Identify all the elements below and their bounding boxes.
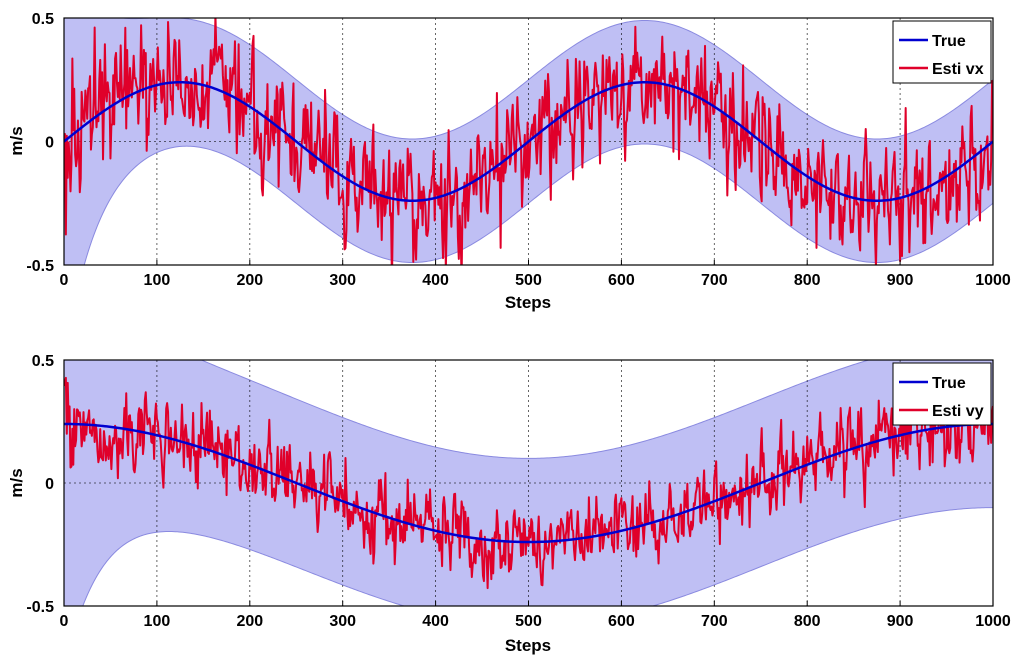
- y-tick-label: -0.5: [26, 258, 54, 275]
- legend-label-estimate: Esti vy: [932, 403, 984, 420]
- x-tick-label: 200: [236, 272, 263, 289]
- x-axis-title: Steps: [505, 636, 551, 655]
- x-tick-labels: 0 100 200 300 400 500 600 700 800 900 1000: [60, 260, 1011, 289]
- x-axis-title: Steps: [505, 293, 551, 312]
- x-tick-label: 400: [422, 272, 449, 289]
- x-tick-label: 700: [701, 272, 728, 289]
- chart-vx: 0 100 200 300 400 500 600 700 800 900 1000 -0.5 0 0.…: [7, 11, 1011, 312]
- y-tick-label: 0: [45, 135, 54, 152]
- x-tick-label: 400: [422, 613, 449, 630]
- series-line-estimate: [64, 18, 993, 265]
- series-line-estimate: [64, 376, 993, 590]
- x-tick-label: 600: [608, 613, 635, 630]
- x-tick-label: 600: [608, 272, 635, 289]
- chart-vy: 0 100 200 300 400 500 600 700 800 900 1000 -0.5 0 0.…: [7, 353, 1011, 655]
- x-tick-label: 300: [329, 272, 356, 289]
- y-axis-title: m/s: [7, 126, 26, 155]
- x-tick-label: 1000: [975, 613, 1011, 630]
- legend: True Esti vy: [892, 362, 992, 426]
- y-tick-labels: -0.5 0 0.5: [26, 11, 54, 275]
- legend-label-true: True: [932, 33, 966, 50]
- y-axis-title: m/s: [7, 468, 26, 497]
- series-group: [64, 18, 993, 265]
- x-tick-label: 0: [60, 272, 69, 289]
- legend-box: [892, 362, 992, 426]
- x-tick-label: 300: [329, 613, 356, 630]
- series-line-true: [64, 80, 993, 203]
- x-tick-label: 500: [515, 613, 542, 630]
- x-tick-label: 500: [515, 272, 542, 289]
- y-tick-label: 0.5: [32, 11, 54, 28]
- series-group: [64, 376, 993, 590]
- x-tick-label: 700: [701, 613, 728, 630]
- legend: True Esti vx: [892, 20, 992, 84]
- legend-label-estimate: Esti vx: [932, 61, 984, 78]
- x-tick-label: 900: [887, 613, 914, 630]
- y-tick-label: 0.5: [32, 353, 54, 370]
- x-tick-labels: 0 100 200 300 400 500 600 700 800 900 1000: [60, 601, 1011, 630]
- series-line-true: [64, 422, 993, 544]
- legend-box: [892, 20, 992, 84]
- legend-label-true: True: [932, 375, 966, 392]
- x-tick-label: 1000: [975, 272, 1011, 289]
- x-tick-label: 800: [794, 613, 821, 630]
- x-tick-label: 900: [887, 272, 914, 289]
- y-tick-label: 0: [45, 476, 54, 493]
- uncertainty-band-group: [64, 360, 993, 606]
- x-tick-label: 0: [60, 613, 69, 630]
- y-tick-labels: -0.5 0 0.5: [26, 353, 54, 616]
- x-tick-label: 100: [144, 613, 171, 630]
- x-tick-label: 200: [236, 613, 263, 630]
- x-tick-label: 100: [144, 272, 171, 289]
- x-tick-label: 800: [794, 272, 821, 289]
- y-tick-label: -0.5: [26, 599, 54, 616]
- uncertainty-band: [64, 360, 993, 606]
